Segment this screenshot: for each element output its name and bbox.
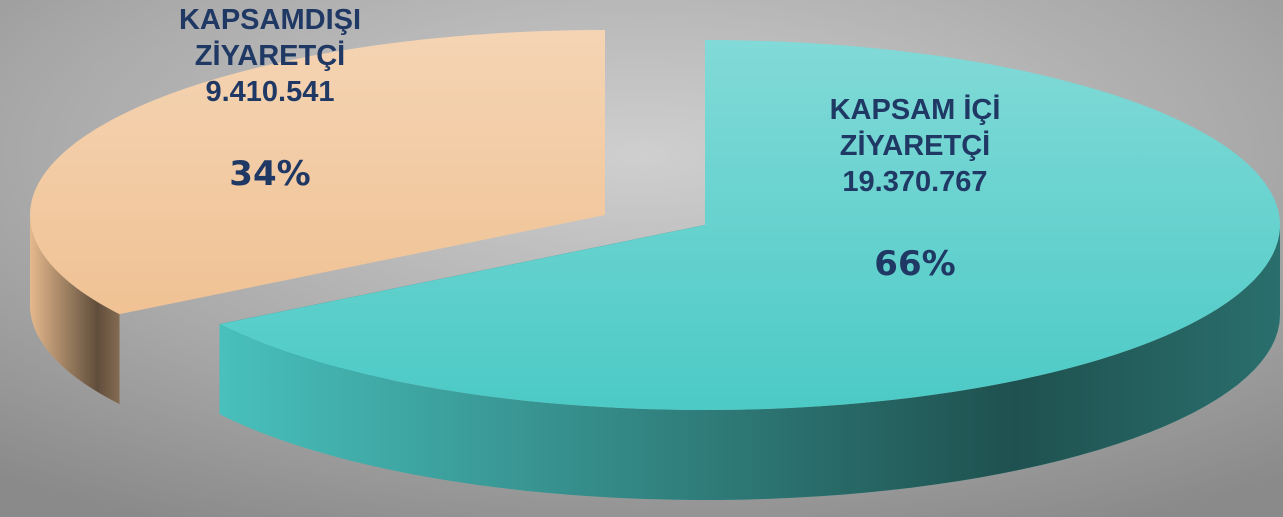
slice-name: KAPSAMDIŞI ZİYARETÇİ (178, 4, 362, 72)
slice-top-shine (219, 40, 1280, 410)
slice-count: 9.410.541 (205, 76, 335, 108)
slice-count: 19.370.767 (842, 166, 988, 198)
slice-label: KAPSAM İÇİ ZİYARETÇİ 19.370.767 66% (780, 92, 1050, 284)
slice-percent: 34% (229, 154, 311, 194)
slice-top-shine (30, 30, 605, 315)
slice-name: KAPSAM İÇİ ZİYARETÇİ (829, 94, 1001, 162)
slice-wall-shade (219, 225, 1280, 500)
slice-label: KAPSAMDIŞI ZİYARETÇİ 9.410.541 34% (135, 2, 405, 194)
slice-percent: 66% (874, 244, 956, 284)
slice-wall-shade (30, 215, 120, 405)
